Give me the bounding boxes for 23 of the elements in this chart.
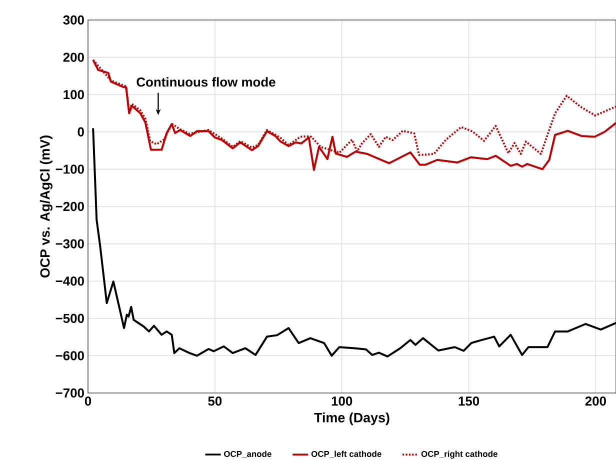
- x-tick-label: 200: [585, 396, 606, 406]
- x-tick-label: 50: [208, 396, 222, 406]
- y-tick-label: −400: [56, 276, 84, 286]
- y-axis-title: OCP vs. Ag/AgCl (mV): [40, 136, 52, 278]
- y-tick-label: −300: [56, 239, 84, 248]
- legend-label: OCP_right cathode: [421, 450, 498, 459]
- line-series: [92, 127, 616, 358]
- y-tick-label: −700: [56, 388, 84, 398]
- x-tick-label: 150: [458, 396, 480, 406]
- x-tick-label: 0: [84, 396, 92, 406]
- y-tick-label: −500: [56, 314, 84, 323]
- x-tick-label: 100: [332, 396, 352, 406]
- legend-label: OCP_anode: [224, 450, 272, 458]
- y-tick-label: −100: [56, 164, 84, 174]
- y-tick-label: −200: [56, 202, 84, 212]
- x-axis-title: Time (Days): [314, 412, 390, 426]
- annotation: Continuous flow mode: [136, 77, 276, 87]
- y-tick-label: 0: [78, 127, 84, 136]
- legend-label: OCP_left cathode: [311, 450, 382, 458]
- y-tick-label: 100: [64, 90, 84, 100]
- y-tick-label: 300: [63, 15, 84, 25]
- y-tick-label: 200: [63, 52, 84, 62]
- y-tick-label: −600: [56, 351, 84, 360]
